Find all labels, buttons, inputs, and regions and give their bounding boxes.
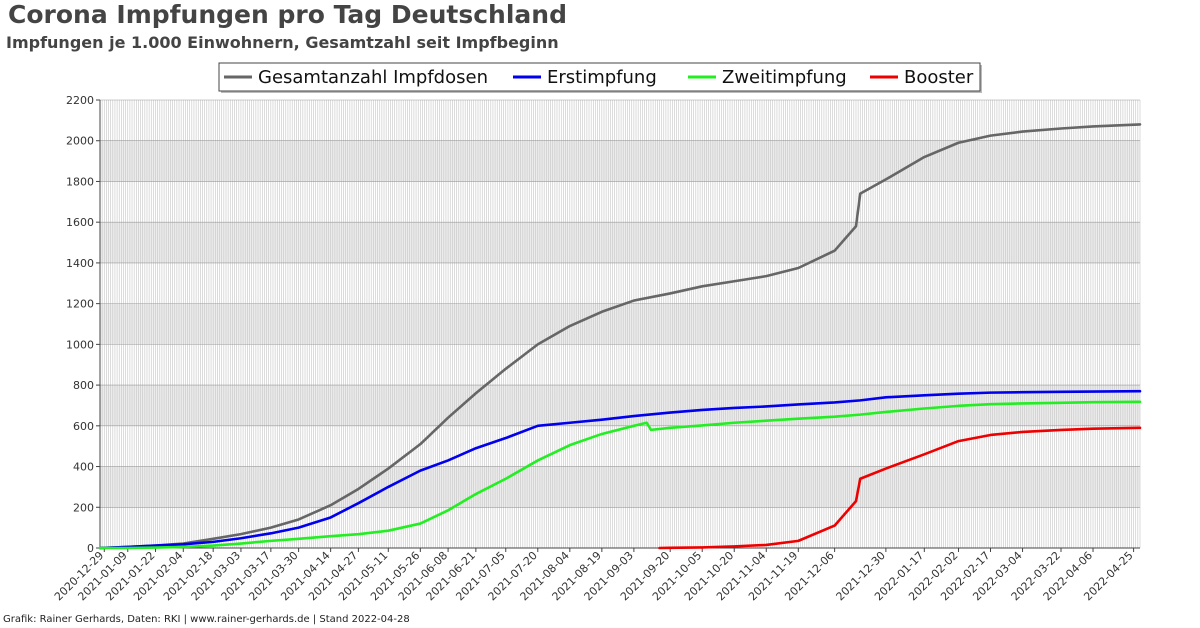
y-tick-label: 1200	[66, 298, 94, 311]
y-tick-label: 1600	[66, 216, 94, 229]
y-tick-label: 400	[73, 461, 94, 474]
series-line-1	[98, 123, 1142, 550]
y-tick-label: 2200	[66, 94, 94, 107]
grid-band	[100, 222, 1140, 263]
legend-label-2: Erstimpfung	[547, 67, 657, 88]
y-tick-label: 1800	[66, 175, 94, 188]
legend-label-3: Zweitimpfung	[722, 67, 847, 88]
y-tick-label: 1000	[66, 338, 94, 351]
series-line-3	[98, 400, 1142, 550]
grid-band	[100, 466, 1140, 508]
y-tick-label: 200	[73, 501, 94, 514]
y-tick-label: 2000	[66, 135, 94, 148]
y-tick-label: 600	[73, 420, 94, 433]
grid-band	[100, 303, 1140, 345]
chart-title: Corona Impfungen pro Tag Deutschland	[8, 0, 567, 29]
chart-footer: Grafik: Rainer Gerhards, Daten: RKI | ww…	[3, 614, 410, 625]
y-tick-label: 800	[73, 379, 94, 392]
grid-band	[100, 140, 1140, 182]
chart-subtitle: Impfungen je 1.000 Einwohnern, Gesamtzah…	[6, 33, 559, 52]
y-tick-label: 0	[87, 542, 94, 555]
legend-label-4: Booster	[904, 67, 974, 88]
series-line-2	[98, 389, 1142, 550]
legend-box	[218, 62, 981, 92]
series-line-4	[658, 426, 1142, 550]
y-tick-label: 1400	[66, 257, 94, 270]
legend-label-1: Gesamtanzahl Impfdosen	[258, 67, 488, 88]
